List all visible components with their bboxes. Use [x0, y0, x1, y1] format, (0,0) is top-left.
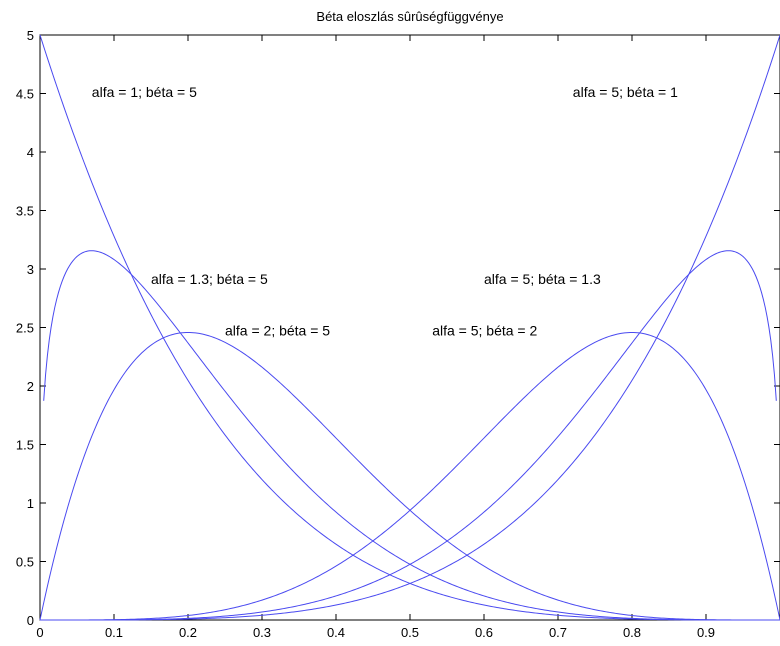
- axis-ticks: 0 0.1 0.2 0.3 0.4 0.5 0.6 0.7 0.8 0.9 0 0.5 1 1.5 2 2.5…: [16, 28, 780, 640]
- x-tick-label: 0.9: [697, 625, 715, 640]
- x-tick-label: 0.2: [179, 625, 197, 640]
- x-tick-label: 0.6: [475, 625, 493, 640]
- y-tick-label: 2.5: [16, 321, 34, 336]
- y-tick-label: 4: [27, 145, 34, 160]
- series-line-4: [40, 250, 777, 621]
- x-tick-label: 0.5: [401, 625, 419, 640]
- y-tick-label: 5: [27, 28, 34, 43]
- curve-annotation: alfa = 2; béta = 5: [225, 323, 330, 339]
- density-curves: [39, 34, 780, 621]
- curve-annotations: alfa = 1; béta = 5 alfa = 1.3; béta = 5 al…: [92, 84, 678, 339]
- y-tick-label: 3: [27, 262, 34, 277]
- curve-annotation: alfa = 5; béta = 2: [432, 323, 537, 339]
- y-tick-label: 1.5: [16, 438, 34, 453]
- series-line-3: [40, 331, 780, 621]
- y-tick-label: 3.5: [16, 204, 34, 219]
- curve-annotation: alfa = 5; béta = 1.3: [484, 271, 601, 287]
- series-line-0: [39, 34, 780, 621]
- x-tick-label: 0.3: [253, 625, 271, 640]
- y-tick-label: 4.5: [16, 87, 34, 102]
- x-tick-label: 0.8: [623, 625, 641, 640]
- plot-area-frame: [39, 34, 780, 621]
- y-tick-label: 1: [27, 496, 34, 511]
- curve-annotation: alfa = 1; béta = 5: [92, 84, 197, 100]
- chart-title: Béta eloszlás sûrûségfüggvénye: [316, 9, 503, 24]
- series-line-2: [39, 331, 780, 621]
- x-tick-label: 0.7: [549, 625, 567, 640]
- x-tick-label: 0: [36, 625, 43, 640]
- y-tick-label: 2: [27, 379, 34, 394]
- curve-annotation: alfa = 1.3; béta = 5: [151, 271, 268, 287]
- y-tick-label: 0.5: [16, 555, 34, 570]
- x-tick-label: 0.1: [105, 625, 123, 640]
- series-line-5: [40, 34, 780, 621]
- y-tick-label: 0: [27, 613, 34, 628]
- series-line-1: [43, 250, 780, 621]
- x-tick-label: 0.4: [327, 625, 345, 640]
- curve-annotation: alfa = 5; béta = 1: [573, 84, 678, 100]
